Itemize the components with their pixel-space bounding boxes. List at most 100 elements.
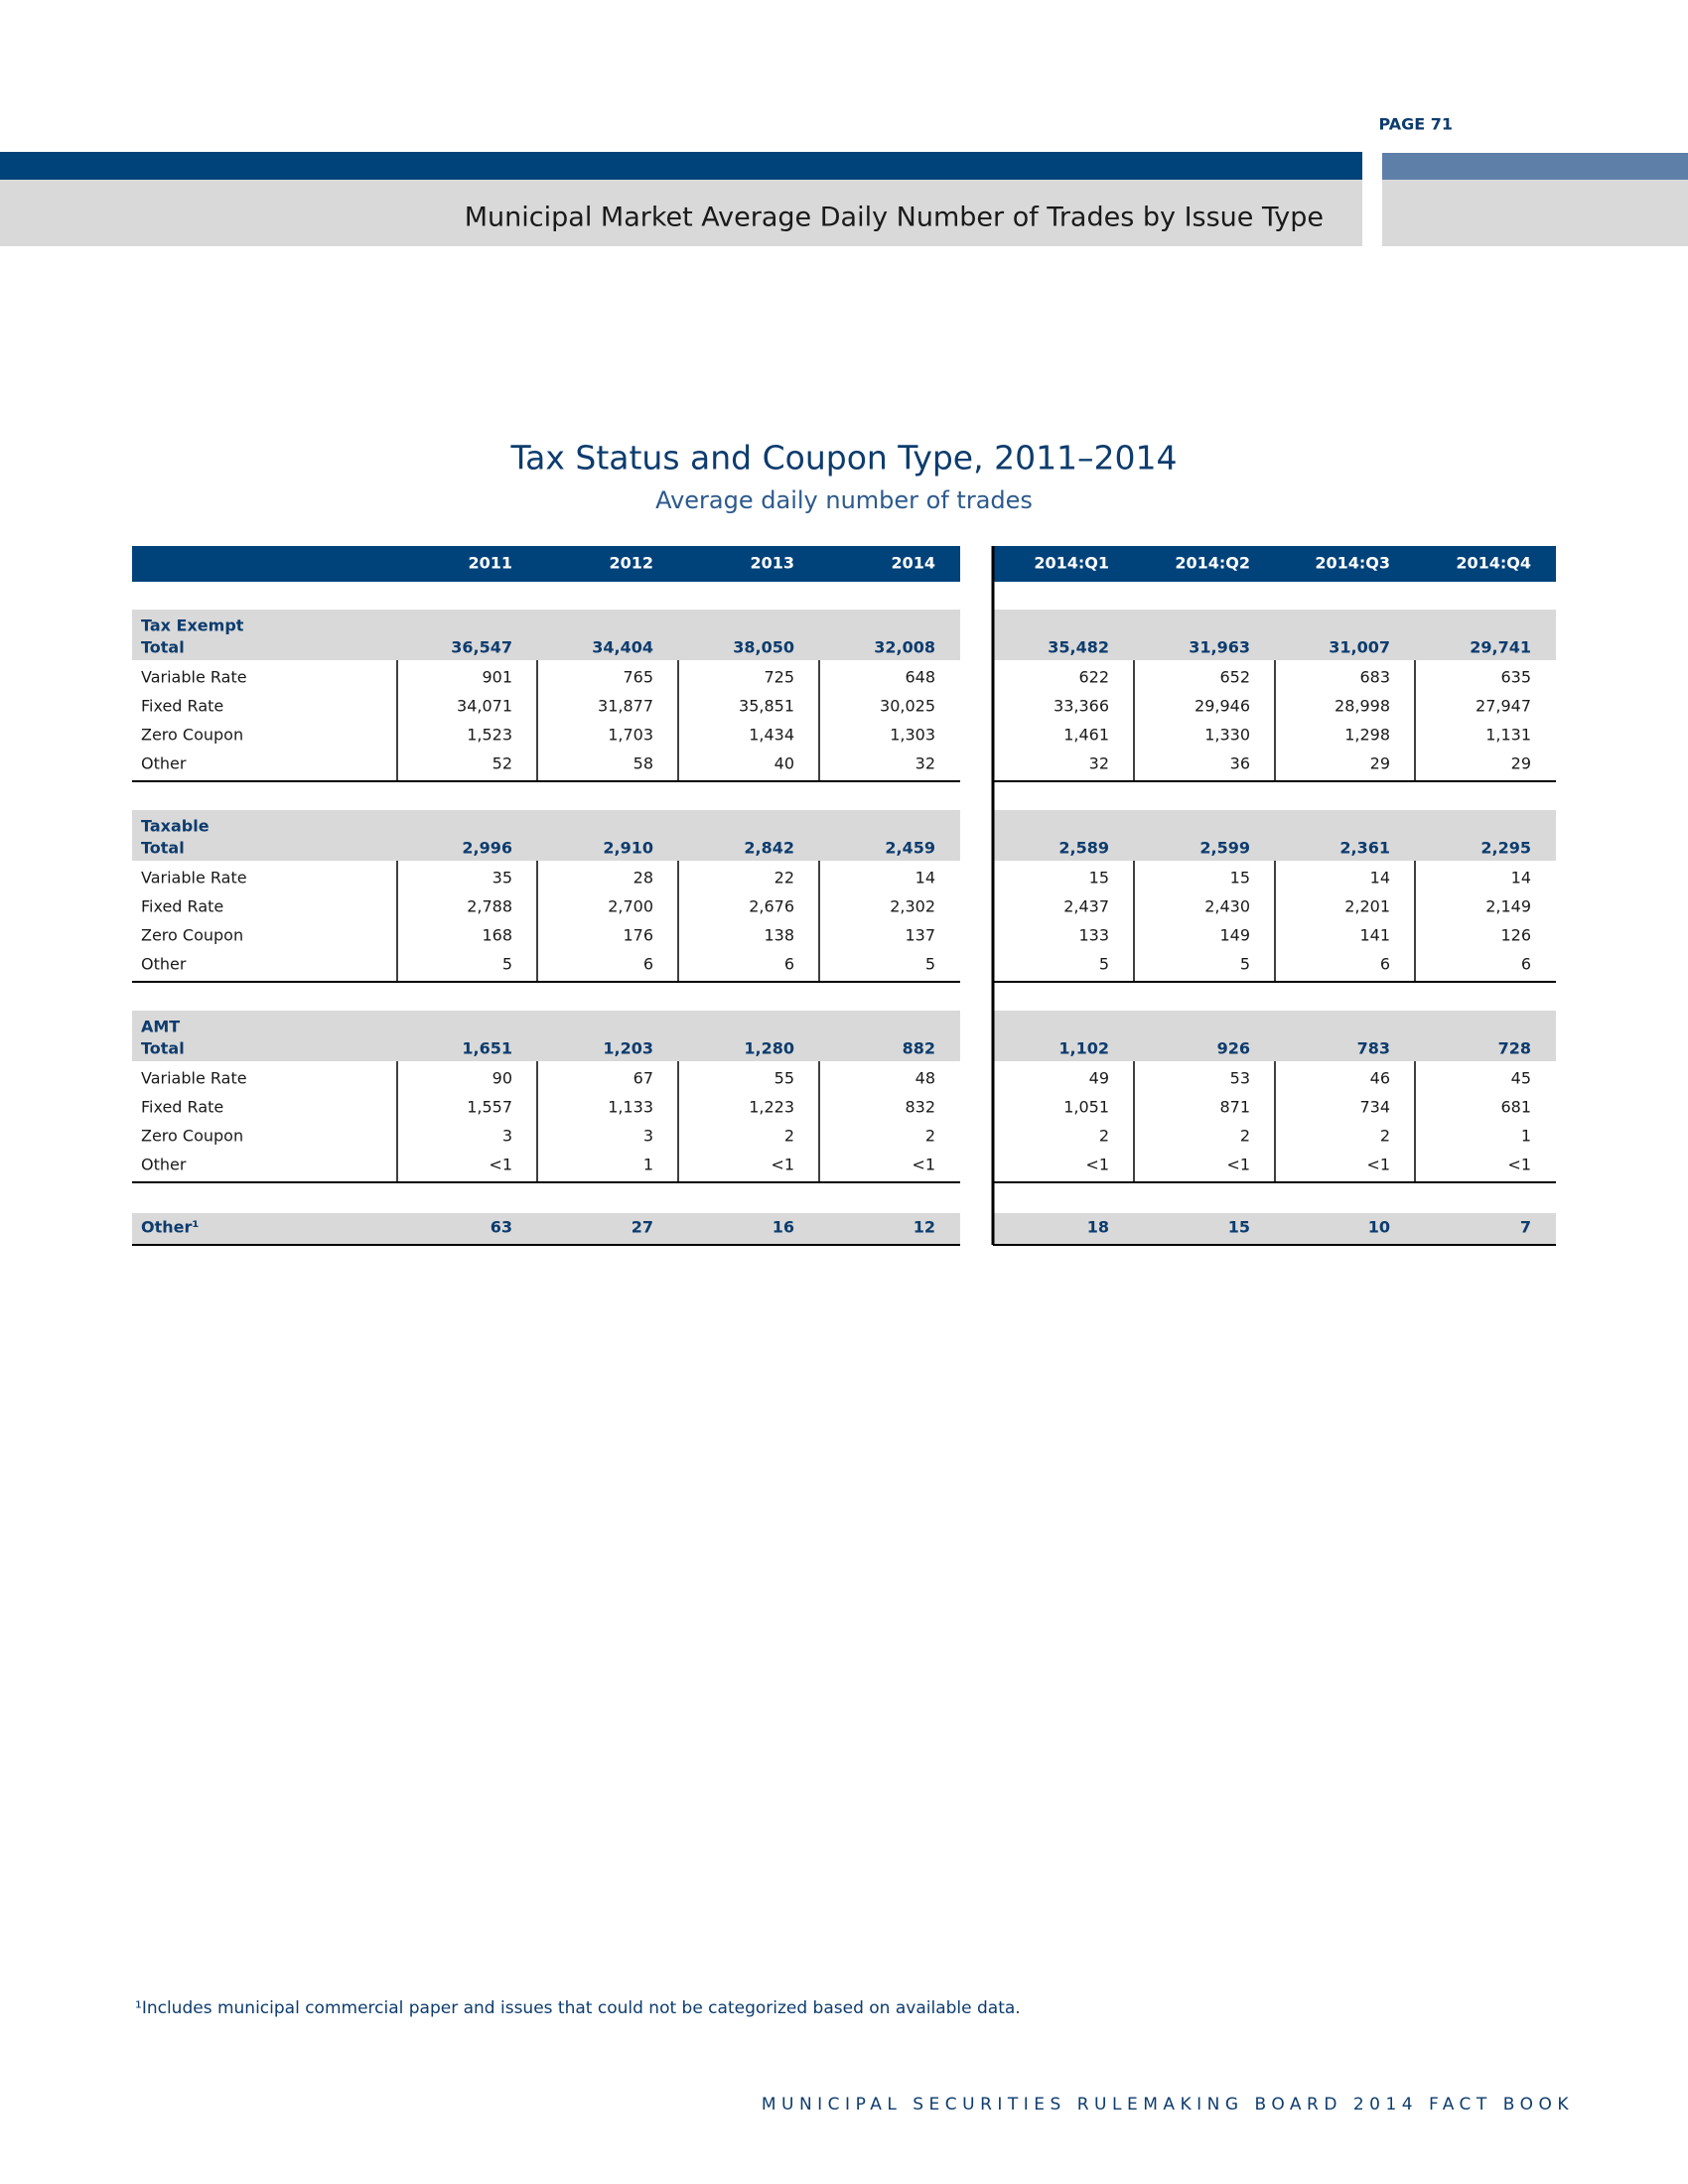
total-value: 2,459 — [885, 839, 935, 858]
cell-value: 648 — [905, 668, 935, 687]
cell-value: 2,676 — [749, 897, 794, 916]
cell-value: 1,133 — [608, 1098, 653, 1117]
cell-value: 29 — [1511, 754, 1531, 773]
table-title: Tax Status and Coupon Type, 2011–2014 — [509, 439, 1177, 478]
total-value: 32,008 — [874, 638, 935, 657]
cell-value: 1,523 — [467, 726, 512, 745]
cell-value: 871 — [1219, 1098, 1250, 1117]
cell-value: 3 — [643, 1127, 653, 1146]
cell-value: 1,461 — [1063, 726, 1109, 745]
cell-value: 5 — [502, 955, 512, 974]
cell-value: 31,877 — [598, 697, 653, 716]
total-value: 926 — [1217, 1039, 1250, 1058]
cell-value: 2 — [925, 1127, 935, 1146]
cell-value: 1 — [1521, 1127, 1531, 1146]
cell-value: 30,025 — [880, 697, 935, 716]
other-value: 12 — [914, 1218, 935, 1237]
cell-value: 45 — [1511, 1069, 1531, 1088]
column-header: 2011 — [468, 554, 512, 573]
cell-value: 635 — [1500, 668, 1531, 687]
total-label: Total — [141, 839, 185, 858]
cell-value: 681 — [1500, 1098, 1531, 1117]
row-label: Fixed Rate — [141, 697, 223, 716]
column-header: 2013 — [750, 554, 794, 573]
header-band — [0, 180, 1362, 246]
cell-value: 2,788 — [467, 897, 512, 916]
cell-value: 22 — [774, 869, 794, 887]
group-band — [993, 810, 1556, 861]
page-number: PAGE 71 — [1378, 115, 1453, 134]
cell-value: <1 — [489, 1156, 512, 1174]
cell-value: <1 — [1507, 1156, 1531, 1174]
cell-value: 53 — [1230, 1069, 1250, 1088]
cell-value: 46 — [1370, 1069, 1390, 1088]
row-label: Zero Coupon — [141, 1127, 243, 1146]
row-label: Variable Rate — [141, 1069, 247, 1088]
group-name: Tax Exempt — [141, 616, 244, 635]
cell-value: 6 — [1380, 955, 1390, 974]
cell-value: 725 — [764, 668, 794, 687]
cell-value: 2 — [1240, 1127, 1250, 1146]
cell-value: 34,071 — [457, 697, 512, 716]
row-label: Fixed Rate — [141, 897, 223, 916]
row-label: Other — [141, 955, 187, 974]
cell-value: 1,557 — [467, 1098, 512, 1117]
cell-value: 1,131 — [1485, 726, 1531, 745]
cell-value: 1,330 — [1204, 726, 1250, 745]
cell-value: 126 — [1500, 926, 1531, 945]
cell-value: 14 — [1370, 869, 1390, 887]
other-value: 63 — [491, 1218, 512, 1237]
cell-value: 27,947 — [1476, 697, 1531, 716]
row-label: Variable Rate — [141, 869, 247, 887]
cell-value: 6 — [784, 955, 794, 974]
total-value: 34,404 — [592, 638, 653, 657]
cell-value: 33,366 — [1054, 697, 1109, 716]
row-label: Other — [141, 754, 187, 773]
cell-value: 67 — [633, 1069, 653, 1088]
other-value: 16 — [773, 1218, 794, 1237]
cell-value: 28,998 — [1335, 697, 1390, 716]
cell-value: 14 — [915, 869, 935, 887]
cell-value: 622 — [1078, 668, 1109, 687]
total-value: 1,203 — [603, 1039, 653, 1058]
cell-value: 36 — [1230, 754, 1250, 773]
cell-value: 1,303 — [890, 726, 935, 745]
cell-value: <1 — [1085, 1156, 1109, 1174]
cell-value: 32 — [1089, 754, 1109, 773]
cell-value: 2,700 — [608, 897, 653, 916]
total-value: 31,007 — [1329, 638, 1390, 657]
cell-value: 55 — [774, 1069, 794, 1088]
cell-value: 2 — [1099, 1127, 1109, 1146]
column-header: 2014:Q3 — [1315, 554, 1390, 573]
cell-value: 29,946 — [1195, 697, 1250, 716]
column-header: 2014:Q1 — [1034, 554, 1109, 573]
cell-value: 28 — [633, 869, 653, 887]
cell-value: 52 — [492, 754, 512, 773]
cell-value: 2,302 — [890, 897, 935, 916]
footnote: ¹Includes municipal commercial paper and… — [135, 1998, 1021, 2018]
total-value: 1,102 — [1058, 1039, 1109, 1058]
group-band — [993, 1011, 1556, 1061]
total-value: 2,842 — [744, 839, 794, 858]
cell-value: 6 — [643, 955, 653, 974]
cell-value: 1,051 — [1063, 1098, 1109, 1117]
cell-value: <1 — [771, 1156, 794, 1174]
other-value: 15 — [1228, 1218, 1250, 1237]
group-band — [132, 610, 960, 660]
cell-value: 137 — [905, 926, 935, 945]
footer: MUNICIPAL SECURITIES RULEMAKING BOARD 20… — [762, 2095, 1574, 2115]
group-band — [132, 810, 960, 861]
cell-value: 35,851 — [739, 697, 794, 716]
cell-value: <1 — [912, 1156, 935, 1174]
cell-value: 5 — [1099, 955, 1109, 974]
cell-value: <1 — [1366, 1156, 1390, 1174]
cell-value: 901 — [482, 668, 512, 687]
cell-value: 765 — [623, 668, 653, 687]
cell-value: <1 — [1226, 1156, 1250, 1174]
total-value: 728 — [1498, 1039, 1531, 1058]
cell-value: 652 — [1219, 668, 1250, 687]
column-header: 2014:Q2 — [1175, 554, 1250, 573]
total-value: 2,910 — [603, 839, 653, 858]
header-title: Municipal Market Average Daily Number of… — [465, 203, 1324, 233]
total-label: Total — [141, 638, 185, 657]
